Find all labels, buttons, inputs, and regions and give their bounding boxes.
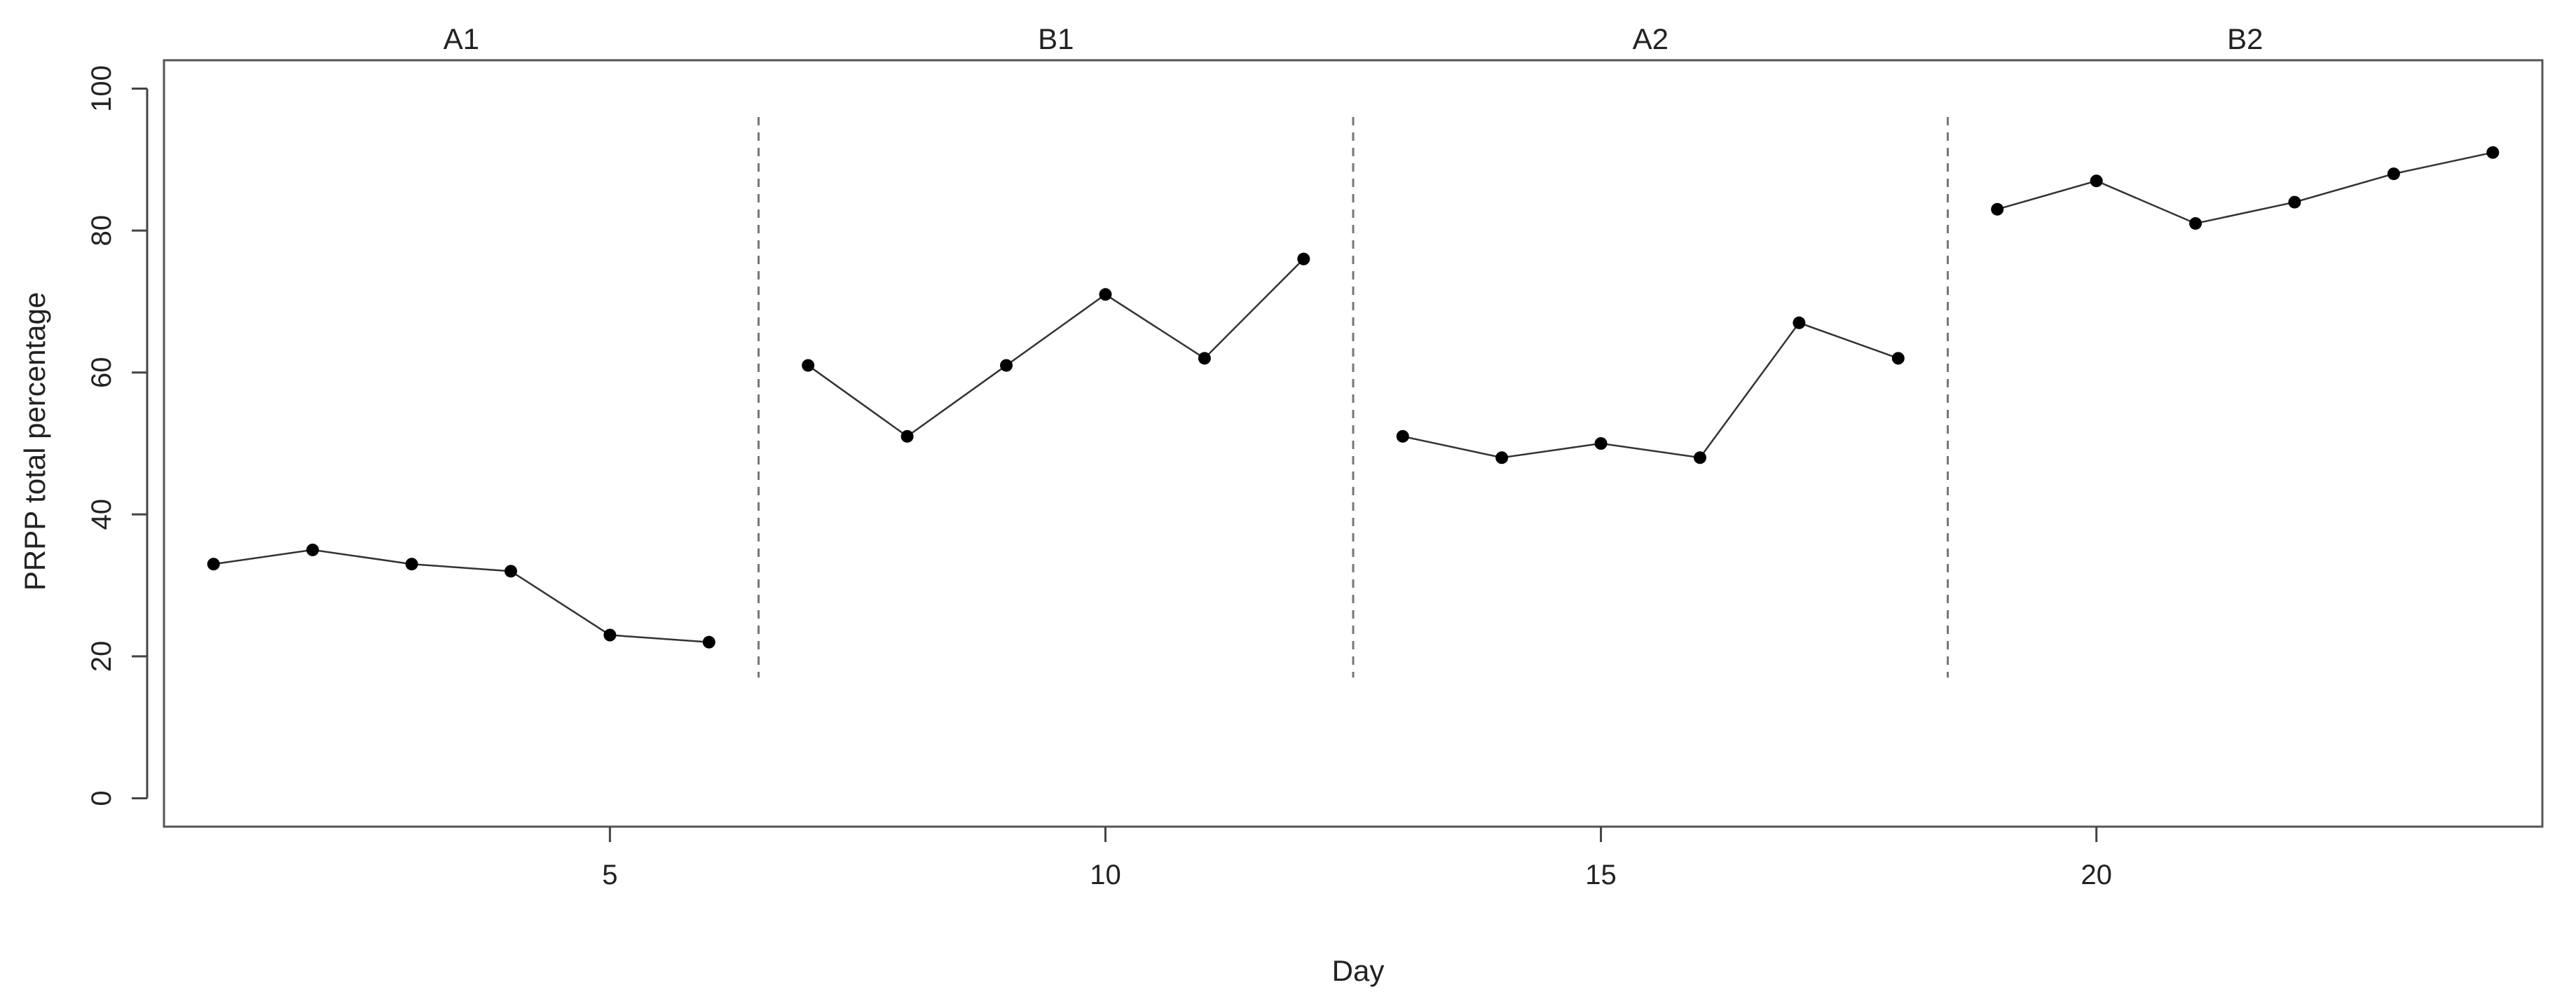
x-axis: 5 10 15 20 (602, 827, 2112, 890)
series-line-a1 (213, 549, 709, 643)
data-point (1495, 451, 1509, 464)
y-tick-label: 20 (86, 641, 117, 673)
y-axis-title: PRPP total percentage (18, 292, 51, 591)
series-line-b1 (807, 258, 1305, 438)
data-point (1198, 352, 1211, 365)
y-tick-label: 0 (86, 790, 117, 806)
data-point (2387, 167, 2400, 181)
data-point (1991, 202, 2004, 216)
phase-labels: A1 B1 A2 B2 (444, 22, 2263, 55)
plot-frame (163, 59, 2544, 828)
data-point (802, 359, 815, 372)
phase-label-a2: A2 (1633, 22, 1669, 55)
x-tick-label: 10 (1090, 860, 1121, 890)
data-point (1297, 252, 1310, 266)
x-axis-title: Day (1332, 954, 1385, 987)
data-point (2189, 216, 2202, 230)
data-point (2288, 195, 2301, 209)
data-point (207, 558, 220, 571)
y-tick-label: 80 (86, 215, 117, 247)
data-point (900, 429, 914, 443)
x-tick-label: 5 (602, 860, 617, 890)
series (207, 146, 2500, 649)
data-point (2090, 174, 2103, 188)
data-point (2486, 146, 2500, 159)
data-point (1594, 437, 1608, 450)
data-point (603, 628, 617, 642)
y-axis: 0 20 40 60 80 100 (86, 65, 149, 806)
data-point (1099, 288, 1112, 301)
data-point (1891, 352, 1905, 365)
series-line-a2 (1402, 322, 1899, 459)
y-tick-label: 60 (86, 357, 117, 388)
data-point (1000, 359, 1013, 372)
data-point (702, 635, 715, 649)
data-point (1396, 429, 1409, 443)
data-point (405, 558, 418, 571)
series-line-b2 (1996, 151, 2493, 225)
data-point (1793, 316, 1806, 329)
y-tick-label: 40 (86, 499, 117, 530)
data-point (1693, 451, 1706, 464)
x-tick-label: 20 (2081, 860, 2112, 890)
data-point (306, 543, 320, 556)
phase-label-b2: B2 (2227, 22, 2263, 55)
data-point (504, 565, 517, 578)
phase-dividers (758, 117, 1949, 678)
phase-label-b1: B1 (1038, 22, 1074, 55)
x-tick-label: 15 (1585, 860, 1617, 890)
y-tick-label: 100 (86, 65, 117, 112)
phase-label-a1: A1 (444, 22, 479, 55)
